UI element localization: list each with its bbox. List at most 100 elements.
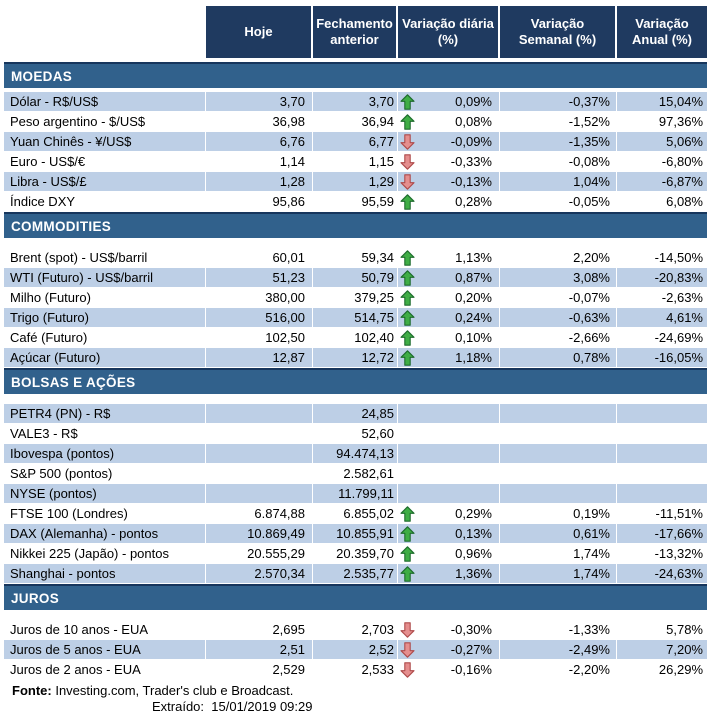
cell-variacao-semanal: -0,05%	[500, 192, 617, 211]
table-row: Café (Futuro) 102,50 102,40 0,10% -2,66% -24,…	[4, 328, 707, 348]
cell-variacao-semanal	[500, 484, 617, 503]
down-arrow-icon	[400, 661, 415, 678]
variacao-diaria-value: 0,08%	[455, 114, 492, 129]
cell-fechamento-anterior: 3,70	[313, 92, 398, 111]
row-label: FTSE 100 (Londres)	[4, 504, 206, 523]
cell-variacao-semanal: 1,04%	[500, 172, 617, 191]
up-arrow-icon	[400, 525, 415, 542]
cell-variacao-anual: -24,63%	[654, 566, 703, 581]
cell-variacao-diaria	[398, 444, 500, 463]
cell-variacao-semanal: 2,20%	[500, 248, 617, 267]
table-row: DAX (Alemanha) - pontos 10.869,49 10.855,9…	[4, 524, 707, 544]
section-header: BOLSAS E AÇÕES	[4, 368, 707, 394]
cell-variacao-semanal: -0,63%	[500, 308, 617, 327]
cell-fechamento-anterior: 1,29	[313, 172, 398, 191]
cell-fechamento-anterior: 10.855,91	[313, 524, 398, 543]
cell-fechamento-anterior: 11.799,11	[313, 484, 398, 503]
cell-variacao-diaria	[398, 424, 500, 443]
cell-fechamento-anterior: 12,72	[313, 348, 398, 367]
cell-variacao-anual: -11,51%	[655, 506, 703, 521]
up-arrow-icon	[400, 309, 415, 326]
cell-variacao-anual: 6,08%	[666, 194, 703, 209]
up-arrow-slot	[400, 545, 417, 562]
up-arrow-slot	[400, 193, 417, 210]
header-cell-4: Variação Anual (%)	[617, 6, 707, 58]
section-0: MOEDAS Dólar - R$/US$ 3,70 3,70 0,09% -0,37% 1…	[4, 62, 707, 212]
cell-variacao-diaria: 0,20%	[398, 288, 500, 307]
cell-hoje	[206, 484, 313, 503]
row-label: Juros de 5 anos - EUA	[4, 640, 206, 659]
up-arrow-slot	[400, 269, 417, 286]
down-arrow-icon	[400, 173, 415, 190]
cell-fechamento-anterior: 94.474,13	[313, 444, 398, 463]
cell-fechamento-anterior: 95,59	[313, 192, 398, 211]
cell-variacao-diaria	[398, 404, 500, 423]
table-row: Libra - US$/£ 1,28 1,29 -0,13% 1,04% -6,87%	[4, 172, 707, 192]
cell-variacao-diaria: 1,36%	[398, 564, 500, 583]
up-arrow-slot	[400, 249, 417, 266]
cell-fechamento-anterior: 2.582,61	[313, 464, 398, 483]
cell-fechamento-anterior: 514,75	[313, 308, 398, 327]
cell-variacao-semanal: -2,20%	[500, 660, 617, 679]
table-row: Brent (spot) - US$/barril 60,01 59,34 1,13%…	[4, 248, 707, 268]
down-arrow-icon	[400, 153, 415, 170]
cell-variacao-semanal	[500, 444, 617, 463]
cell-variacao-semanal: -1,52%	[500, 112, 617, 131]
table-row: PETR4 (PN) - R$ 24,85	[4, 404, 707, 424]
cell-variacao-diaria: -0,16%	[398, 660, 500, 679]
row-label: Juros de 10 anos - EUA	[4, 620, 206, 639]
cell-variacao-anual: 7,20%	[666, 642, 703, 657]
row-label: PETR4 (PN) - R$	[4, 404, 206, 423]
up-arrow-slot	[400, 565, 417, 582]
cell-hoje: 2,695	[206, 620, 313, 639]
cell-variacao-diaria: 1,13%	[398, 248, 500, 267]
cell-variacao-anual: -2,63%	[661, 290, 703, 305]
table-row: Juros de 10 anos - EUA 2,695 2,703 -0,30% -1…	[4, 620, 707, 640]
table-row: S&P 500 (pontos) 2.582,61	[4, 464, 707, 484]
cell-variacao-diaria: -0,33%	[398, 152, 500, 171]
cell-variacao-anual	[617, 404, 707, 423]
table-row: NYSE (pontos) 11.799,11	[4, 484, 707, 504]
cell-hoje: 12,87	[206, 348, 313, 367]
cell-hoje: 36,98	[206, 112, 313, 131]
cell-fechamento-anterior: 59,34	[313, 248, 398, 267]
cell-hoje	[206, 444, 313, 463]
cell-variacao-anual: -16,05%	[654, 350, 703, 365]
cell-variacao-diaria: 0,08%	[398, 112, 500, 131]
table-row: Juros de 5 anos - EUA 2,51 2,52 -0,27% -2,49…	[4, 640, 707, 660]
cell-variacao-diaria: -0,13%	[398, 172, 500, 191]
cell-hoje: 10.869,49	[206, 524, 313, 543]
up-arrow-slot	[400, 289, 417, 306]
variacao-diaria-value: 0,13%	[455, 526, 492, 541]
up-arrow-icon	[400, 349, 415, 366]
cell-hoje: 2,51	[206, 640, 313, 659]
up-arrow-icon	[400, 505, 415, 522]
section-2: BOLSAS E AÇÕES PETR4 (PN) - R$ 24,85 VALE3 …	[4, 368, 707, 584]
cell-hoje: 60,01	[206, 248, 313, 267]
variacao-diaria-value: 0,28%	[455, 194, 492, 209]
variacao-diaria-value: 0,20%	[455, 290, 492, 305]
up-arrow-slot	[400, 525, 417, 542]
up-arrow-icon	[400, 329, 415, 346]
table-row: Nikkei 225 (Japão) - pontos 20.555,29 20.3…	[4, 544, 707, 564]
cell-hoje: 51,23	[206, 268, 313, 287]
section-rows: Juros de 10 anos - EUA 2,695 2,703 -0,30% -1…	[4, 620, 707, 680]
table-row: Ibovespa (pontos) 94.474,13	[4, 444, 707, 464]
table-row: FTSE 100 (Londres) 6.874,88 6.855,02 0,29% 0…	[4, 504, 707, 524]
variacao-diaria-value: -0,09%	[450, 134, 492, 149]
cell-variacao-diaria: 0,24%	[398, 308, 500, 327]
cell-variacao-anual: -20,83%	[654, 270, 703, 285]
cell-hoje: 20.555,29	[206, 544, 313, 563]
row-label: Café (Futuro)	[4, 328, 206, 347]
extracted-value: 15/01/2019 09:29	[211, 699, 313, 714]
down-arrow-icon	[400, 641, 415, 658]
row-label: Trigo (Futuro)	[4, 308, 206, 327]
row-label: Milho (Futuro)	[4, 288, 206, 307]
row-label: Nikkei 225 (Japão) - pontos	[4, 544, 206, 563]
header-cell-0: Hoje	[206, 6, 313, 58]
cell-variacao-semanal: 1,74%	[500, 564, 617, 583]
cell-fechamento-anterior: 6,77	[313, 132, 398, 151]
cell-variacao-diaria: 0,87%	[398, 268, 500, 287]
cell-variacao-semanal: 1,74%	[500, 544, 617, 563]
